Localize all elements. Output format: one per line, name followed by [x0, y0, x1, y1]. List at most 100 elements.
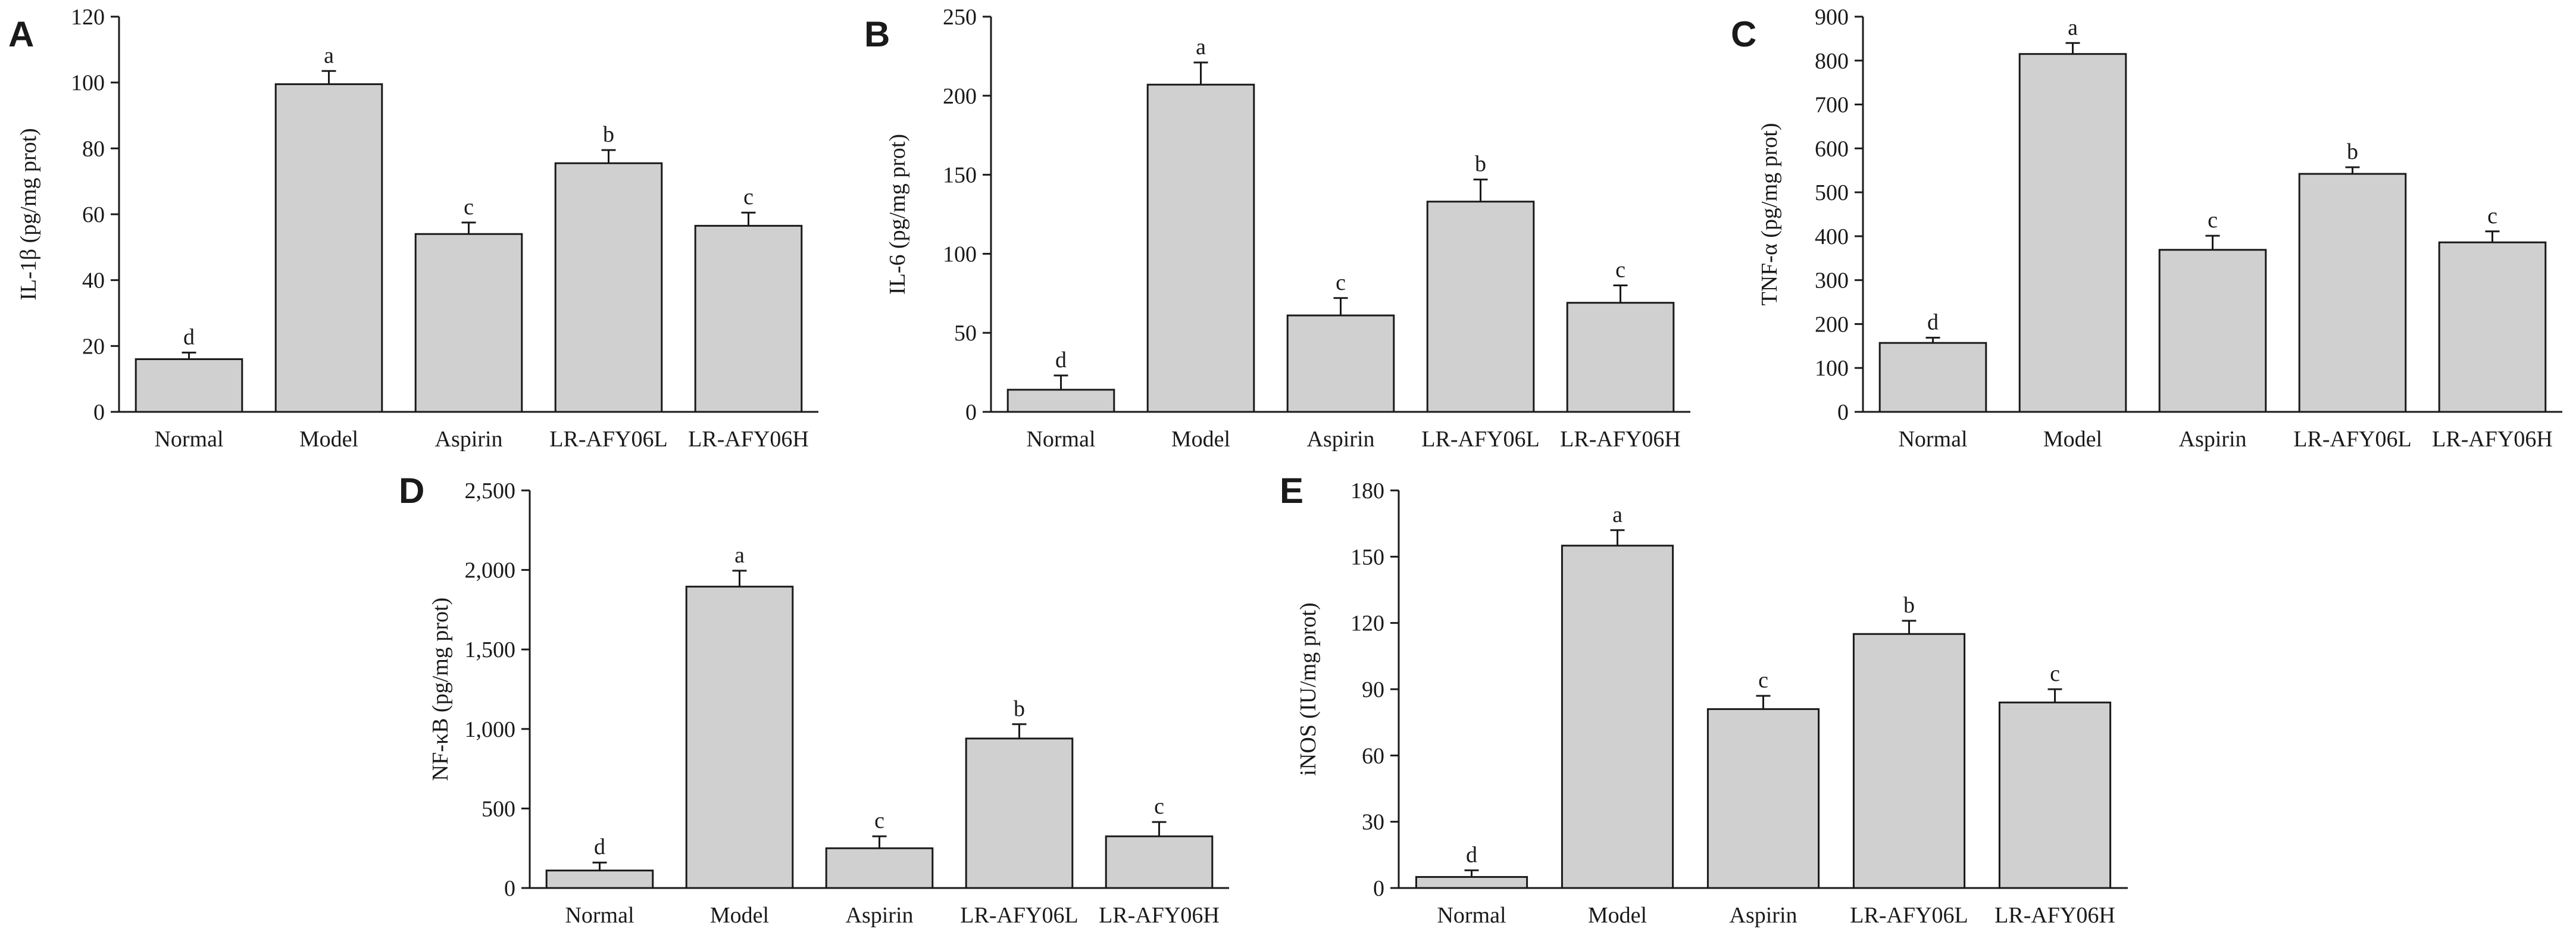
x-tick-label-d-4: LR-AFY06L	[960, 903, 1078, 928]
x-tick-label-b-4: LR-AFY06L	[1421, 427, 1539, 452]
x-tick-label-e-1: Normal	[1437, 903, 1506, 928]
bar-d-4	[965, 737, 1074, 889]
sig-letter-e-4: b	[1903, 593, 1915, 618]
bar-c-3	[2158, 249, 2267, 413]
panel-letter-e: E	[1280, 471, 1303, 511]
sig-letter-a-5: c	[743, 185, 754, 210]
y-tick-label-c-4: 400	[1815, 224, 1849, 249]
y-tick-label-c-7: 700	[1815, 93, 1849, 118]
sig-letter-c-4: b	[2347, 139, 2358, 164]
x-tick-label-a-4: LR-AFY06L	[549, 427, 667, 452]
x-tick-label-e-2: Model	[1588, 903, 1647, 928]
x-tick-label-a-3: Aspirin	[435, 427, 503, 452]
y-tick-label-a-3: 60	[82, 202, 105, 227]
x-tick-label-d-3: Aspirin	[846, 903, 914, 928]
sig-letter-b-2: a	[1196, 35, 1206, 60]
bar-c-4	[2298, 173, 2407, 413]
y-tick-label-b-3: 150	[943, 163, 977, 188]
y-axis-title-e: iNOS (IU/mg prot)	[1296, 602, 1321, 776]
bar-c-5	[2438, 241, 2547, 413]
y-tick-label-b-5: 250	[943, 5, 977, 30]
panel-e: Ed Normal a Model c Aspirin b LR-AFY06L c LR-AFY0…	[1280, 471, 2128, 928]
y-tick-label-e-3: 90	[1362, 677, 1384, 702]
bar-c-2	[2018, 53, 2127, 413]
panel-c: Cd Normal a Model c Aspirin b LR-AFY06L c LR-AFY0…	[1731, 5, 2562, 452]
x-tick-label-e-4: LR-AFY06L	[1850, 903, 1968, 928]
y-tick-label-a-1: 20	[82, 334, 105, 359]
bar-d-1	[545, 870, 654, 889]
sig-letter-e-1: d	[1466, 842, 1477, 867]
panel-b: Bd Normal a Model c Aspirin b LR-AFY06L c LR-AFY0…	[864, 5, 1690, 452]
y-axis-title-a: IL-1β (pg/mg prot)	[16, 128, 41, 301]
sig-letter-b-1: d	[1055, 348, 1067, 373]
x-tick-label-d-5: LR-AFY06H	[1099, 903, 1220, 928]
sig-letter-d-3: c	[874, 808, 884, 833]
bar-b-3	[1286, 314, 1395, 413]
y-tick-label-c-2: 200	[1815, 312, 1849, 337]
bar-e-3	[1706, 708, 1820, 889]
y-tick-label-e-4: 120	[1350, 611, 1384, 636]
bar-a-1	[135, 358, 243, 413]
bar-d-3	[825, 847, 934, 889]
x-tick-label-a-5: LR-AFY06H	[688, 427, 809, 452]
bar-a-5	[694, 224, 803, 413]
bar-e-4	[1852, 633, 1966, 889]
y-axis-title-c: TNF-α (pg/mg prot)	[1757, 123, 1782, 306]
y-tick-label-d-3: 1,500	[465, 637, 516, 662]
sig-letter-c-5: c	[2487, 204, 2497, 229]
y-tick-label-c-1: 100	[1815, 356, 1849, 381]
x-tick-label-b-2: Model	[1171, 427, 1230, 452]
bar-c-1	[1878, 342, 1987, 413]
y-tick-label-e-0: 0	[1373, 876, 1384, 901]
y-axis-title-b: IL-6 (pg/mg prot)	[885, 134, 910, 295]
bar-d-2	[685, 586, 794, 889]
y-tick-label-e-5: 150	[1350, 545, 1384, 570]
bar-a-2	[274, 83, 383, 413]
sig-letter-e-2: a	[1612, 502, 1622, 527]
x-tick-label-b-5: LR-AFY06H	[1560, 427, 1681, 452]
x-tick-label-b-3: Aspirin	[1307, 427, 1375, 452]
y-tick-label-b-0: 0	[965, 400, 977, 425]
y-tick-label-e-6: 180	[1350, 479, 1384, 504]
panel-letter-b: B	[864, 14, 890, 54]
y-tick-label-c-9: 900	[1815, 5, 1849, 30]
x-tick-label-c-1: Normal	[1898, 427, 1967, 452]
bar-e-1	[1415, 876, 1528, 889]
x-tick-label-d-1: Normal	[565, 903, 634, 928]
y-tick-label-c-6: 600	[1815, 136, 1849, 161]
y-tick-label-a-4: 80	[82, 136, 105, 161]
y-axis-title-d: NF-κB (pg/mg prot)	[428, 598, 453, 781]
x-tick-label-d-2: Model	[710, 903, 769, 928]
bar-b-2	[1146, 83, 1255, 413]
sig-letter-e-3: c	[1758, 668, 1768, 693]
bar-e-2	[1561, 545, 1674, 889]
bar-b-1	[1006, 389, 1115, 413]
y-tick-label-b-2: 100	[943, 242, 977, 267]
sig-letter-b-3: c	[1336, 270, 1346, 295]
x-tick-label-a-2: Model	[299, 427, 358, 452]
x-tick-label-a-1: Normal	[154, 427, 223, 452]
sig-letter-a-3: c	[464, 195, 474, 220]
y-tick-label-a-0: 0	[93, 400, 105, 425]
y-tick-label-c-8: 800	[1815, 49, 1849, 74]
y-tick-label-a-5: 100	[71, 71, 105, 96]
y-tick-label-c-0: 0	[1837, 400, 1849, 425]
bar-d-5	[1105, 835, 1214, 889]
panel-letter-c: C	[1731, 14, 1756, 54]
y-tick-label-d-0: 0	[504, 876, 515, 901]
x-tick-label-c-4: LR-AFY06L	[2293, 427, 2411, 452]
sig-letter-b-5: c	[1615, 258, 1625, 283]
sig-letter-a-1: d	[183, 324, 195, 349]
y-tick-label-c-5: 500	[1815, 180, 1849, 205]
y-tick-label-e-1: 30	[1362, 810, 1384, 835]
x-tick-label-c-2: Model	[2043, 427, 2102, 452]
y-tick-label-d-2: 1,000	[465, 717, 516, 742]
y-tick-label-e-2: 60	[1362, 743, 1384, 768]
sig-letter-e-5: c	[2050, 661, 2060, 686]
panel-a: Ad Normal a Model c Aspirin b LR-AFY06L c LR-AFY0…	[8, 5, 818, 452]
sig-letter-b-4: b	[1475, 152, 1486, 177]
x-tick-label-c-5: LR-AFY06H	[2432, 427, 2553, 452]
x-tick-label-b-1: Normal	[1026, 427, 1095, 452]
panel-d: Dd Normal a Model c Aspirin b LR-AFY06L c LR-AFY0…	[399, 471, 1229, 928]
